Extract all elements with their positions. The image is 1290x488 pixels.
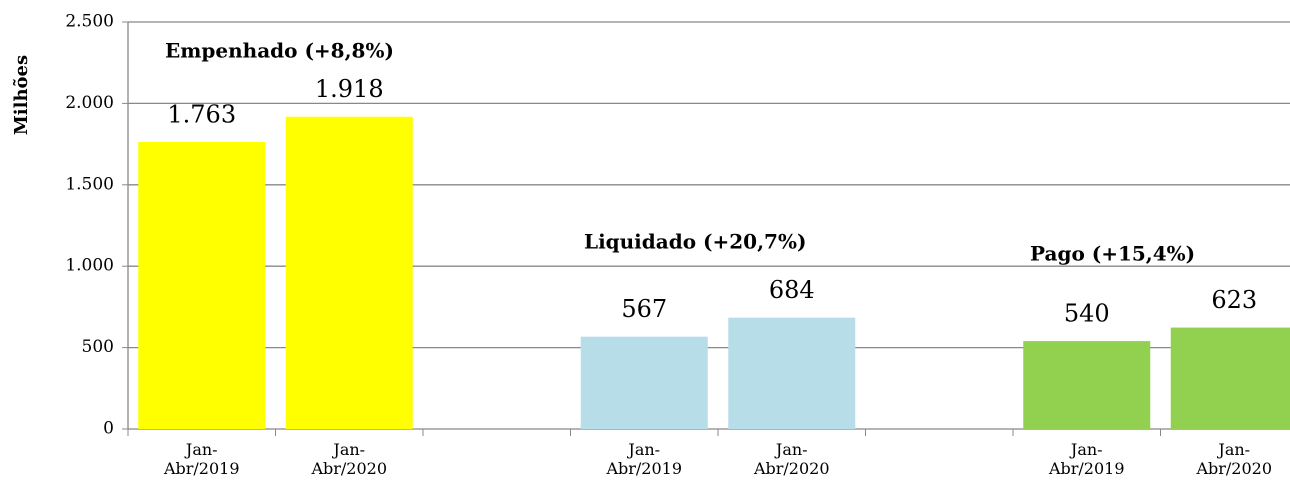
value-label: 1.763: [167, 100, 236, 128]
group-annotation: Pago (+15,4%): [1030, 242, 1195, 266]
bar: [285, 116, 413, 429]
value-label: 1.918: [315, 75, 384, 103]
x-tick-label: Jan-Abr/2019: [1048, 440, 1125, 478]
y-tick-label: 0: [103, 419, 114, 439]
bar: [728, 317, 856, 429]
group-annotation: Liquidado (+20,7%): [584, 230, 806, 254]
bar: [138, 141, 266, 430]
x-tick-label: Jan-Abr/2019: [163, 440, 240, 478]
x-tick-label: Jan-Abr/2020: [1196, 440, 1273, 478]
bar: [1023, 341, 1151, 429]
value-label: 567: [621, 295, 667, 323]
bar: [580, 336, 708, 429]
x-tick-label: Jan-Abr/2020: [311, 440, 388, 478]
x-tick-label: Jan-Abr/2019: [606, 440, 683, 478]
y-tick-label: 2.000: [65, 93, 114, 113]
value-label: 623: [1211, 286, 1257, 314]
y-tick-label: 500: [82, 337, 114, 357]
y-tick-label: 1.500: [65, 174, 114, 194]
value-label: 684: [769, 276, 815, 304]
value-label: 540: [1064, 300, 1110, 328]
x-tick-label: Jan-Abr/2020: [753, 440, 830, 478]
bar: [1170, 327, 1290, 429]
y-tick-label: 2.500: [65, 12, 114, 32]
y-axis-label: Milhões: [11, 55, 32, 135]
group-annotation: Empenhado (+8,8%): [165, 39, 394, 63]
y-tick-label: 1.000: [65, 256, 114, 276]
